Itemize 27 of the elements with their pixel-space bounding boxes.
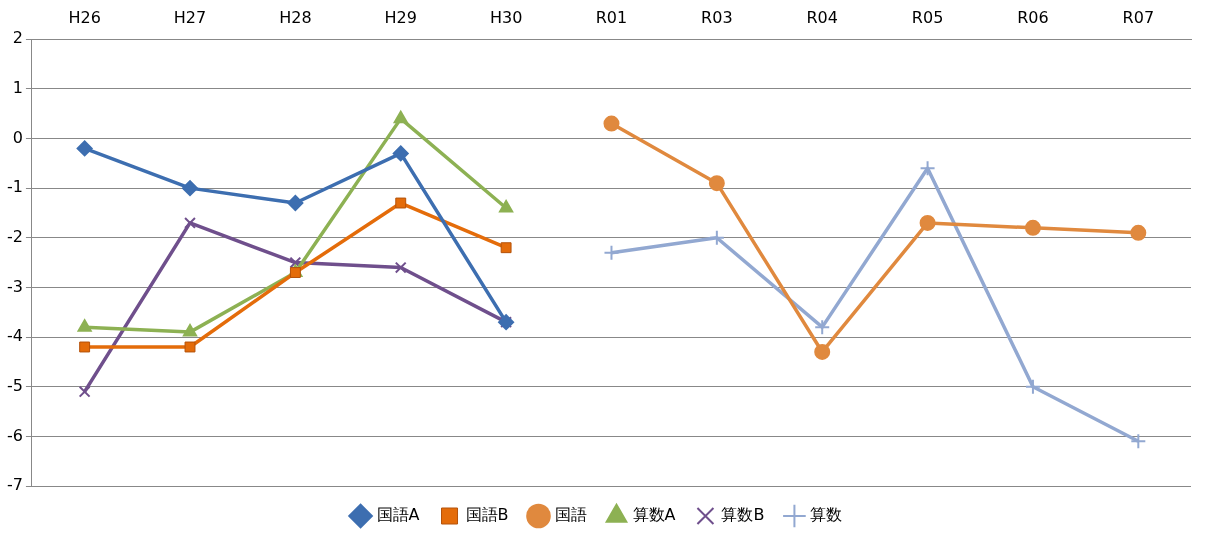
y-tick-label: 2 <box>12 28 23 48</box>
x-tick-label: R05 <box>911 7 944 27</box>
x-tick-label: H30 <box>489 7 523 27</box>
legend-label: 算数B <box>721 505 765 525</box>
x-tick-label: R06 <box>1017 7 1049 27</box>
x-tick-label: H26 <box>68 7 101 27</box>
y-tick-label: -4 <box>7 326 23 346</box>
x-tick-label: R03 <box>701 7 733 27</box>
y-tick-label: -5 <box>7 375 23 395</box>
y-tick-label: 1 <box>12 78 23 97</box>
y-tick-label: -2 <box>7 226 23 246</box>
x-tick-label: R01 <box>595 7 628 27</box>
legend-label: 算数 <box>810 505 843 525</box>
legend-label: 算数A <box>632 505 676 525</box>
legend-label: 国語B <box>465 505 509 525</box>
y-tick-label: -1 <box>7 177 23 197</box>
y-tick-label: -7 <box>7 475 23 495</box>
x-tick-label: H29 <box>384 7 417 27</box>
x-tick-label: R04 <box>806 7 838 27</box>
y-tick-label: 0 <box>12 127 23 147</box>
y-tick-label: -3 <box>7 276 23 296</box>
y-tick-label: -6 <box>7 425 23 445</box>
x-tick-label: H28 <box>279 7 312 27</box>
x-tick-label: H27 <box>173 7 207 27</box>
legend-label: 国語 <box>554 505 587 525</box>
legend-label: 国語A <box>376 505 420 525</box>
x-tick-label: R07 <box>1122 7 1155 27</box>
